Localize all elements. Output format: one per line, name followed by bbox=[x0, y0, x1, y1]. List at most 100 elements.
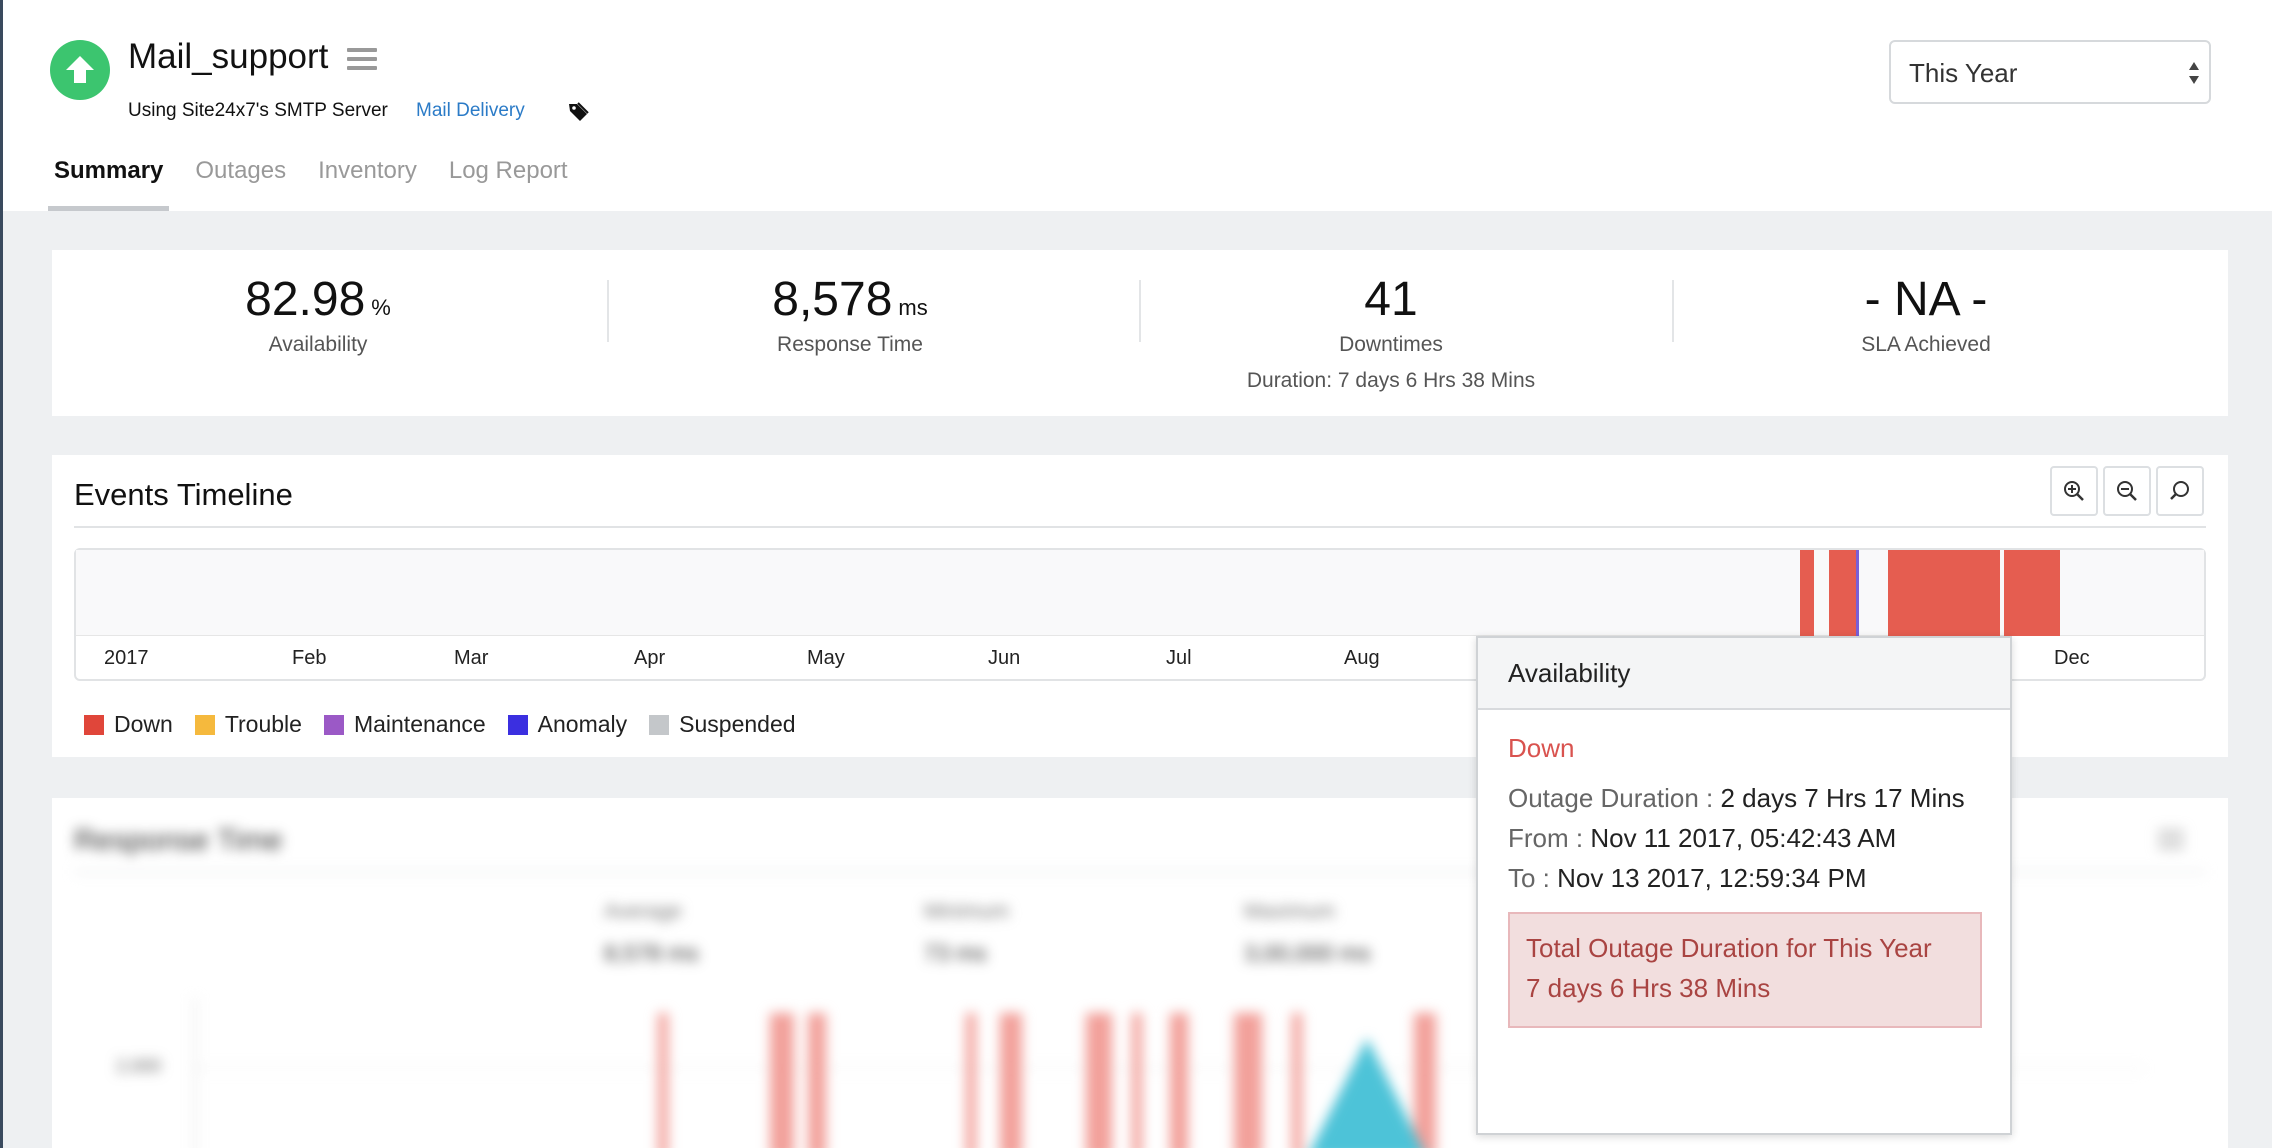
legend-item-maintenance[interactable]: Maintenance bbox=[323, 711, 486, 738]
tooltip-total-value: 7 days 6 Hrs 38 Mins bbox=[1526, 973, 1771, 1003]
chart-menu-icon[interactable] bbox=[2158, 830, 2184, 850]
stat-availability: 82.98% Availability bbox=[52, 250, 584, 416]
tab-outages[interactable]: Outages bbox=[195, 157, 287, 184]
tooltip-title: Availability bbox=[1478, 638, 2010, 710]
legend-swatch bbox=[323, 714, 344, 735]
legend-label: Suspended bbox=[679, 711, 796, 737]
downtimes-label: Downtimes bbox=[1339, 333, 1443, 356]
zoom-out-button[interactable] bbox=[2103, 466, 2151, 516]
tooltip-from: From : Nov 11 2017, 05:42:43 AM bbox=[1508, 823, 1896, 854]
rt-stat-label: Minimum bbox=[924, 900, 1010, 923]
rt-outage-bar bbox=[1170, 1013, 1188, 1148]
timeline-month-label: Mar bbox=[454, 647, 489, 669]
status-up-icon bbox=[50, 40, 110, 100]
legend-item-anomaly[interactable]: Anomaly bbox=[507, 711, 628, 738]
zoom-out-icon bbox=[2117, 481, 2137, 501]
rt-outage-bar bbox=[1086, 1013, 1112, 1148]
legend-swatch bbox=[84, 714, 104, 735]
stat-divider bbox=[1139, 280, 1141, 342]
zoom-reset-button[interactable] bbox=[2156, 466, 2204, 516]
monitor-server-text: Using Site24x7's SMTP Server bbox=[128, 100, 388, 121]
legend-swatch bbox=[649, 714, 670, 735]
rt-outage-bar bbox=[966, 1013, 976, 1148]
response-time-unit: ms bbox=[898, 295, 928, 320]
period-select-value: This Year bbox=[1909, 58, 2018, 88]
stat-sla: - NA - SLA Achieved bbox=[1660, 250, 2192, 416]
rt-stat-label: Average bbox=[604, 900, 682, 923]
tooltip-value: 2 days 7 Hrs 17 Mins bbox=[1720, 783, 1965, 813]
timeline-month-label: 2017 bbox=[104, 647, 149, 669]
legend-label: Down bbox=[114, 711, 173, 737]
tooltip-outage-duration: Outage Duration : 2 days 7 Hrs 17 Mins bbox=[1508, 783, 1965, 814]
response-time-card-title: Response Time bbox=[74, 824, 283, 857]
timeline-month-label: May bbox=[807, 647, 845, 669]
availability-unit: % bbox=[371, 295, 391, 320]
select-arrows-icon bbox=[2189, 62, 2199, 84]
card-divider bbox=[74, 871, 2206, 873]
legend-swatch bbox=[194, 714, 215, 735]
timeline-down-segment[interactable] bbox=[1800, 550, 1814, 636]
hamburger-menu-icon[interactable] bbox=[347, 48, 377, 70]
rt-outage-bar bbox=[1234, 1013, 1262, 1148]
rt-outage-bar bbox=[808, 1013, 826, 1148]
tooltip-value: Nov 13 2017, 12:59:34 PM bbox=[1557, 863, 1867, 893]
timeline-month-label: Apr bbox=[634, 647, 666, 669]
timeline-down-segment[interactable] bbox=[1829, 550, 1856, 636]
availability-value: 82.98 bbox=[245, 273, 366, 326]
rt-y-axis bbox=[194, 998, 196, 1148]
monitor-type-link[interactable]: Mail Delivery bbox=[416, 100, 525, 121]
legend-label: Anomaly bbox=[537, 711, 628, 737]
rt-stat-value: 73 ms bbox=[924, 940, 987, 966]
stat-divider bbox=[1672, 280, 1674, 342]
tooltip-key: From : bbox=[1508, 823, 1584, 853]
tag-icon[interactable] bbox=[566, 100, 590, 124]
timeline-down-segment[interactable] bbox=[1888, 550, 2000, 636]
legend-swatch bbox=[507, 714, 528, 735]
downtimes-duration: Duration: 7 days 6 Hrs 38 Mins bbox=[1246, 369, 1536, 392]
tab-log-report[interactable]: Log Report bbox=[448, 157, 568, 184]
timeline-track bbox=[76, 550, 2204, 636]
response-time-label: Response Time bbox=[777, 333, 923, 356]
response-time-value: 8,578 bbox=[772, 273, 893, 326]
monitor-tabs: Summary Outages Inventory Log Report bbox=[48, 155, 594, 211]
tooltip-key: To : bbox=[1508, 863, 1550, 893]
legend-item-down[interactable]: Down bbox=[84, 711, 173, 738]
sla-value: - NA - bbox=[1864, 273, 1988, 326]
period-select[interactable]: This Year bbox=[1889, 40, 2211, 104]
monitor-title: Mail_support bbox=[128, 37, 329, 76]
rt-gridline bbox=[194, 1068, 2144, 1069]
timeline-anomaly-segment[interactable] bbox=[1856, 550, 1859, 636]
tooltip-total-label: Total Outage Duration for This Year bbox=[1526, 933, 1932, 963]
timeline-month-label: Aug bbox=[1344, 647, 1380, 669]
timeline-month-label: Dec bbox=[2054, 647, 2090, 669]
summary-stats-card: 82.98% Availability 8,578 ms Response Tim… bbox=[52, 250, 2228, 416]
rt-y-tick: 2,000 bbox=[116, 1056, 162, 1076]
zoom-reset-icon bbox=[2170, 481, 2189, 500]
window-left-edge bbox=[0, 0, 3, 1148]
tooltip-status: Down bbox=[1508, 733, 1575, 763]
tab-summary[interactable]: Summary bbox=[48, 155, 170, 211]
downtimes-value: 41 bbox=[1364, 273, 1418, 326]
rt-outage-bar bbox=[770, 1013, 794, 1148]
timeline-down-segment[interactable] bbox=[2004, 550, 2060, 636]
legend-label: Maintenance bbox=[353, 711, 486, 737]
legend-item-suspended[interactable]: Suspended bbox=[649, 711, 796, 738]
tooltip-to: To : Nov 13 2017, 12:59:34 PM bbox=[1508, 863, 1866, 894]
stat-downtimes: 41 Downtimes Duration: 7 days 6 Hrs 38 M… bbox=[1125, 250, 1657, 416]
tab-inventory[interactable]: Inventory bbox=[318, 157, 417, 184]
zoom-in-button[interactable] bbox=[2050, 466, 2098, 516]
rt-outage-bar bbox=[658, 1013, 668, 1148]
timeline-month-label: Jun bbox=[988, 647, 1021, 669]
stat-response-time: 8,578 ms Response Time bbox=[584, 250, 1116, 416]
monitor-header: Mail_support Using Site24x7's SMTP Serve… bbox=[3, 0, 2272, 211]
legend-item-trouble[interactable]: Trouble bbox=[194, 711, 302, 738]
rt-outage-bar bbox=[1292, 1013, 1302, 1148]
rt-outage-bar bbox=[1132, 1013, 1142, 1148]
tooltip-total-outage: Total Outage Duration for This Year 7 da… bbox=[1508, 912, 1982, 1028]
timeline-month-label: Jul bbox=[1166, 647, 1192, 669]
zoom-in-icon bbox=[2064, 481, 2084, 501]
availability-tooltip: Availability Down Outage Duration : 2 da… bbox=[1476, 636, 2012, 1135]
availability-label: Availability bbox=[268, 333, 368, 356]
rt-response-spike bbox=[1307, 1038, 1427, 1148]
stat-divider bbox=[607, 280, 609, 342]
